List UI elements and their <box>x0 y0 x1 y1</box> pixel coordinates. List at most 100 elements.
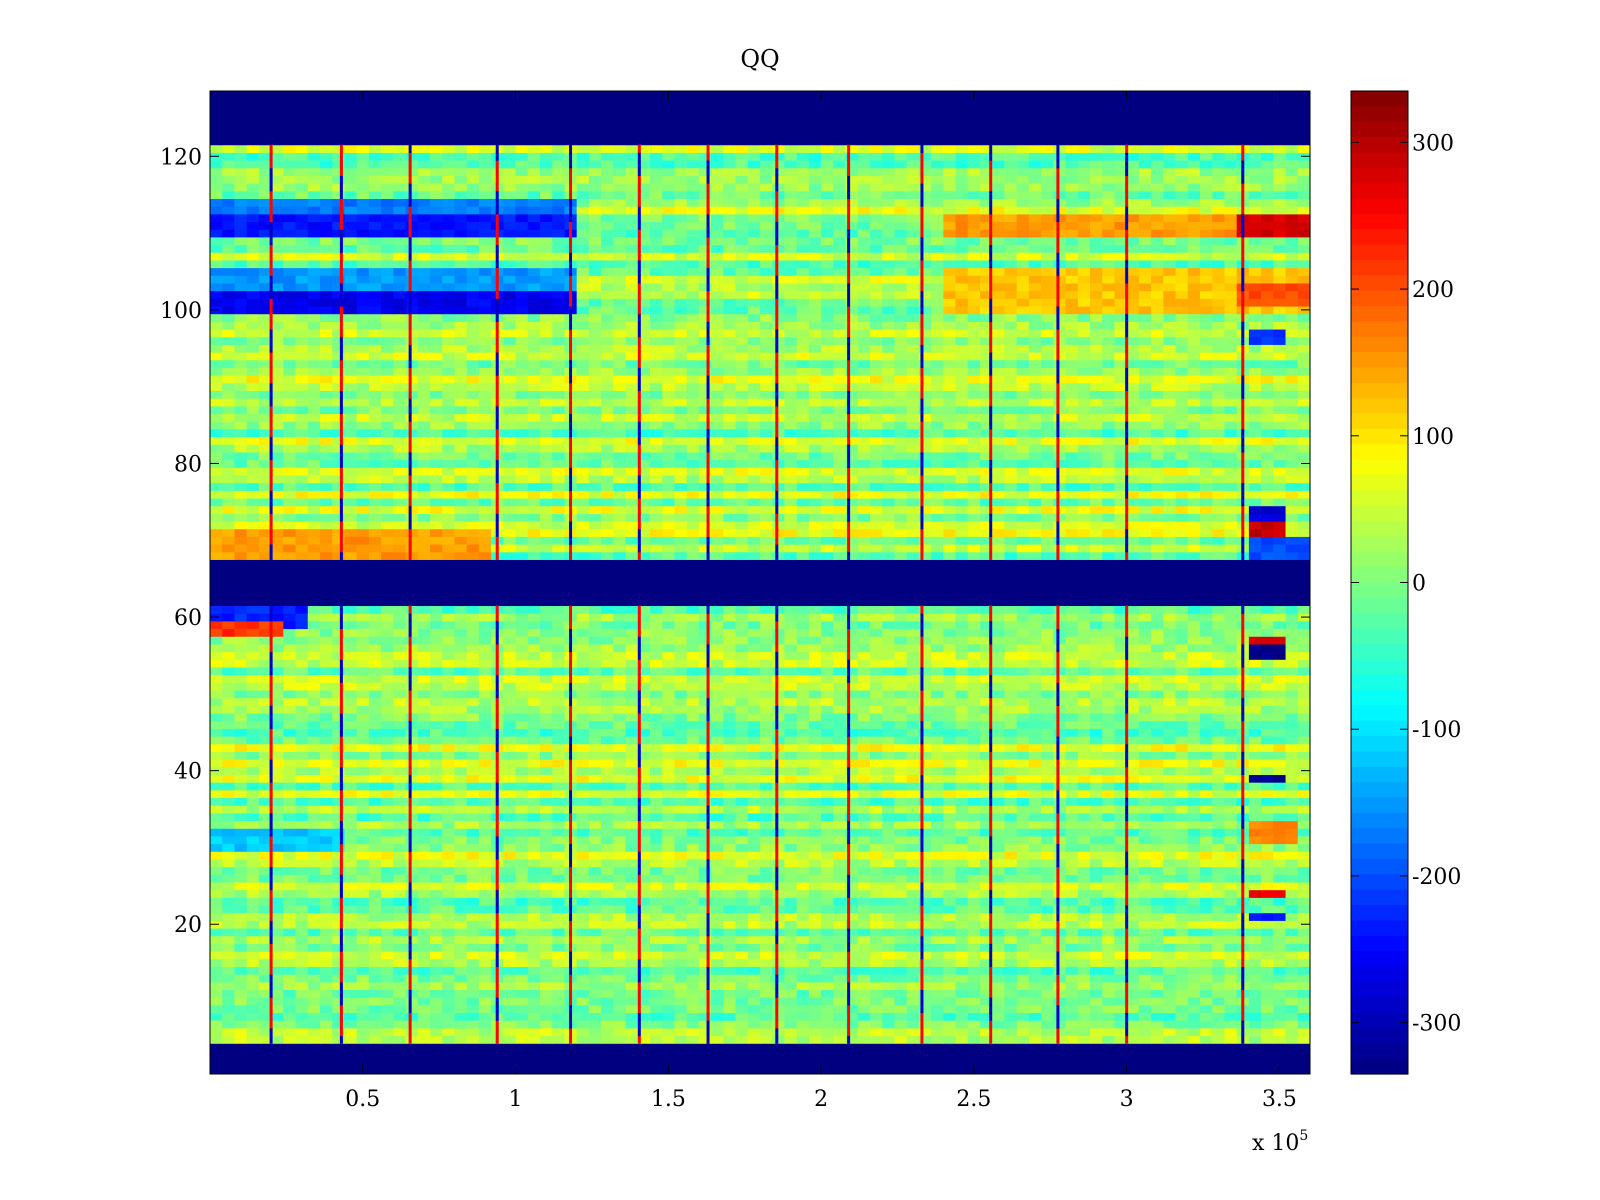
heatmap-cell <box>1114 897 1128 906</box>
heatmap-cell <box>1102 720 1116 729</box>
heatmap-cell <box>992 720 1006 729</box>
heatmap-cell <box>442 766 456 775</box>
heatmap-cell <box>588 843 602 852</box>
heatmap-cell <box>1163 1020 1177 1029</box>
heatmap-cell <box>772 743 786 752</box>
heatmap-cell <box>857 643 871 653</box>
heatmap-cell <box>857 858 871 868</box>
heatmap-cell <box>1090 705 1103 714</box>
heatmap-cell <box>601 958 614 967</box>
heatmap-cell <box>332 1012 346 1021</box>
heatmap-cell <box>1053 636 1067 645</box>
heatmap-cell <box>808 666 822 676</box>
heatmap-cell <box>637 889 651 898</box>
heatmap-cell <box>698 620 712 630</box>
heatmap-cell <box>796 1004 810 1014</box>
heatmap-cell <box>1077 643 1091 653</box>
heatmap-cell <box>906 643 920 653</box>
heatmap-cell <box>320 759 333 768</box>
heatmap-cell <box>613 820 627 829</box>
heatmap-cell <box>1273 981 1287 991</box>
heatmap-cell <box>821 620 834 630</box>
heatmap-cell <box>1212 1027 1226 1037</box>
heatmap-cell <box>1273 766 1287 775</box>
heatmap-cell <box>992 951 1006 960</box>
heatmap-cell <box>1297 889 1311 898</box>
heatmap-cell <box>295 774 309 783</box>
heatmap-cell <box>686 920 700 929</box>
heatmap-cell <box>1212 882 1226 891</box>
heatmap-cell <box>601 966 614 975</box>
heatmap-cell <box>625 720 639 729</box>
heatmap-cell <box>943 682 957 691</box>
heatmap-cell <box>931 713 944 722</box>
heatmap-cell <box>1285 713 1299 722</box>
heatmap-cell <box>1273 666 1287 676</box>
heatmap-cell <box>650 997 663 1006</box>
heatmap-cell <box>466 912 480 921</box>
heatmap-cell <box>821 935 834 944</box>
heatmap-cell <box>442 935 456 944</box>
heatmap-cell <box>1261 682 1274 691</box>
heatmap-cell <box>1163 766 1177 775</box>
heatmap-cell <box>772 951 786 960</box>
heatmap-cell <box>808 981 822 991</box>
heatmap-cell <box>723 1012 737 1021</box>
heatmap-cell <box>1041 620 1054 630</box>
heatmap-cell <box>882 874 896 883</box>
heatmap-cell <box>1016 889 1030 898</box>
heatmap-cell <box>540 743 553 752</box>
heatmap-cell <box>1273 920 1287 929</box>
heatmap-cell <box>845 882 859 891</box>
heatmap-cell <box>295 805 309 814</box>
heatmap-cell <box>234 951 248 960</box>
heatmap-cell <box>1175 835 1189 845</box>
heatmap-cell <box>381 636 394 645</box>
heatmap-cell <box>870 728 883 737</box>
heatmap-cell <box>1187 720 1201 729</box>
heatmap-cell <box>796 905 810 914</box>
heatmap-cell <box>320 620 333 630</box>
heatmap-cell <box>662 858 676 868</box>
heatmap-cell <box>588 751 602 760</box>
heatmap-cell <box>527 828 541 837</box>
heatmap-cell <box>381 743 394 752</box>
heatmap-cell <box>1285 912 1299 921</box>
heatmap-cell <box>1175 1027 1189 1037</box>
heatmap-cell <box>344 690 358 699</box>
heatmap-cell <box>478 912 492 921</box>
heatmap-cell <box>246 797 260 806</box>
heatmap-cell <box>222 920 236 929</box>
heatmap-cell <box>1004 874 1018 883</box>
heatmap-cell <box>918 789 932 799</box>
heatmap-cell <box>1175 912 1189 921</box>
heatmap-cell <box>808 690 822 699</box>
heatmap-cell <box>344 912 358 921</box>
heatmap-cell <box>992 828 1006 837</box>
heatmap-cell <box>1090 812 1103 822</box>
heatmap-cell <box>992 943 1006 952</box>
heatmap-cell <box>1261 820 1274 829</box>
heatmap-cell <box>833 997 847 1006</box>
heatmap-cell <box>808 643 822 653</box>
heatmap-cell <box>307 920 321 929</box>
heatmap-cell <box>1297 897 1311 906</box>
heatmap-cell <box>1102 874 1116 883</box>
heatmap-cell <box>1175 759 1189 768</box>
heatmap-cell <box>723 966 737 975</box>
heatmap-cell <box>1138 697 1152 706</box>
heatmap-cell <box>1053 843 1067 852</box>
heatmap-cell <box>894 997 908 1006</box>
heatmap-cell <box>711 713 724 722</box>
heatmap-cell <box>1138 651 1152 660</box>
heatmap-cell <box>686 1012 700 1021</box>
heatmap-cell <box>332 882 346 891</box>
heatmap-cell <box>686 789 700 799</box>
heatmap-cell <box>625 759 639 768</box>
heatmap-cell <box>1248 636 1262 645</box>
heatmap-cell <box>760 966 773 975</box>
heatmap-cell <box>515 620 529 630</box>
heatmap-cell <box>442 643 456 653</box>
heatmap-cell <box>1200 981 1213 991</box>
heatmap-cell <box>1077 1027 1091 1037</box>
